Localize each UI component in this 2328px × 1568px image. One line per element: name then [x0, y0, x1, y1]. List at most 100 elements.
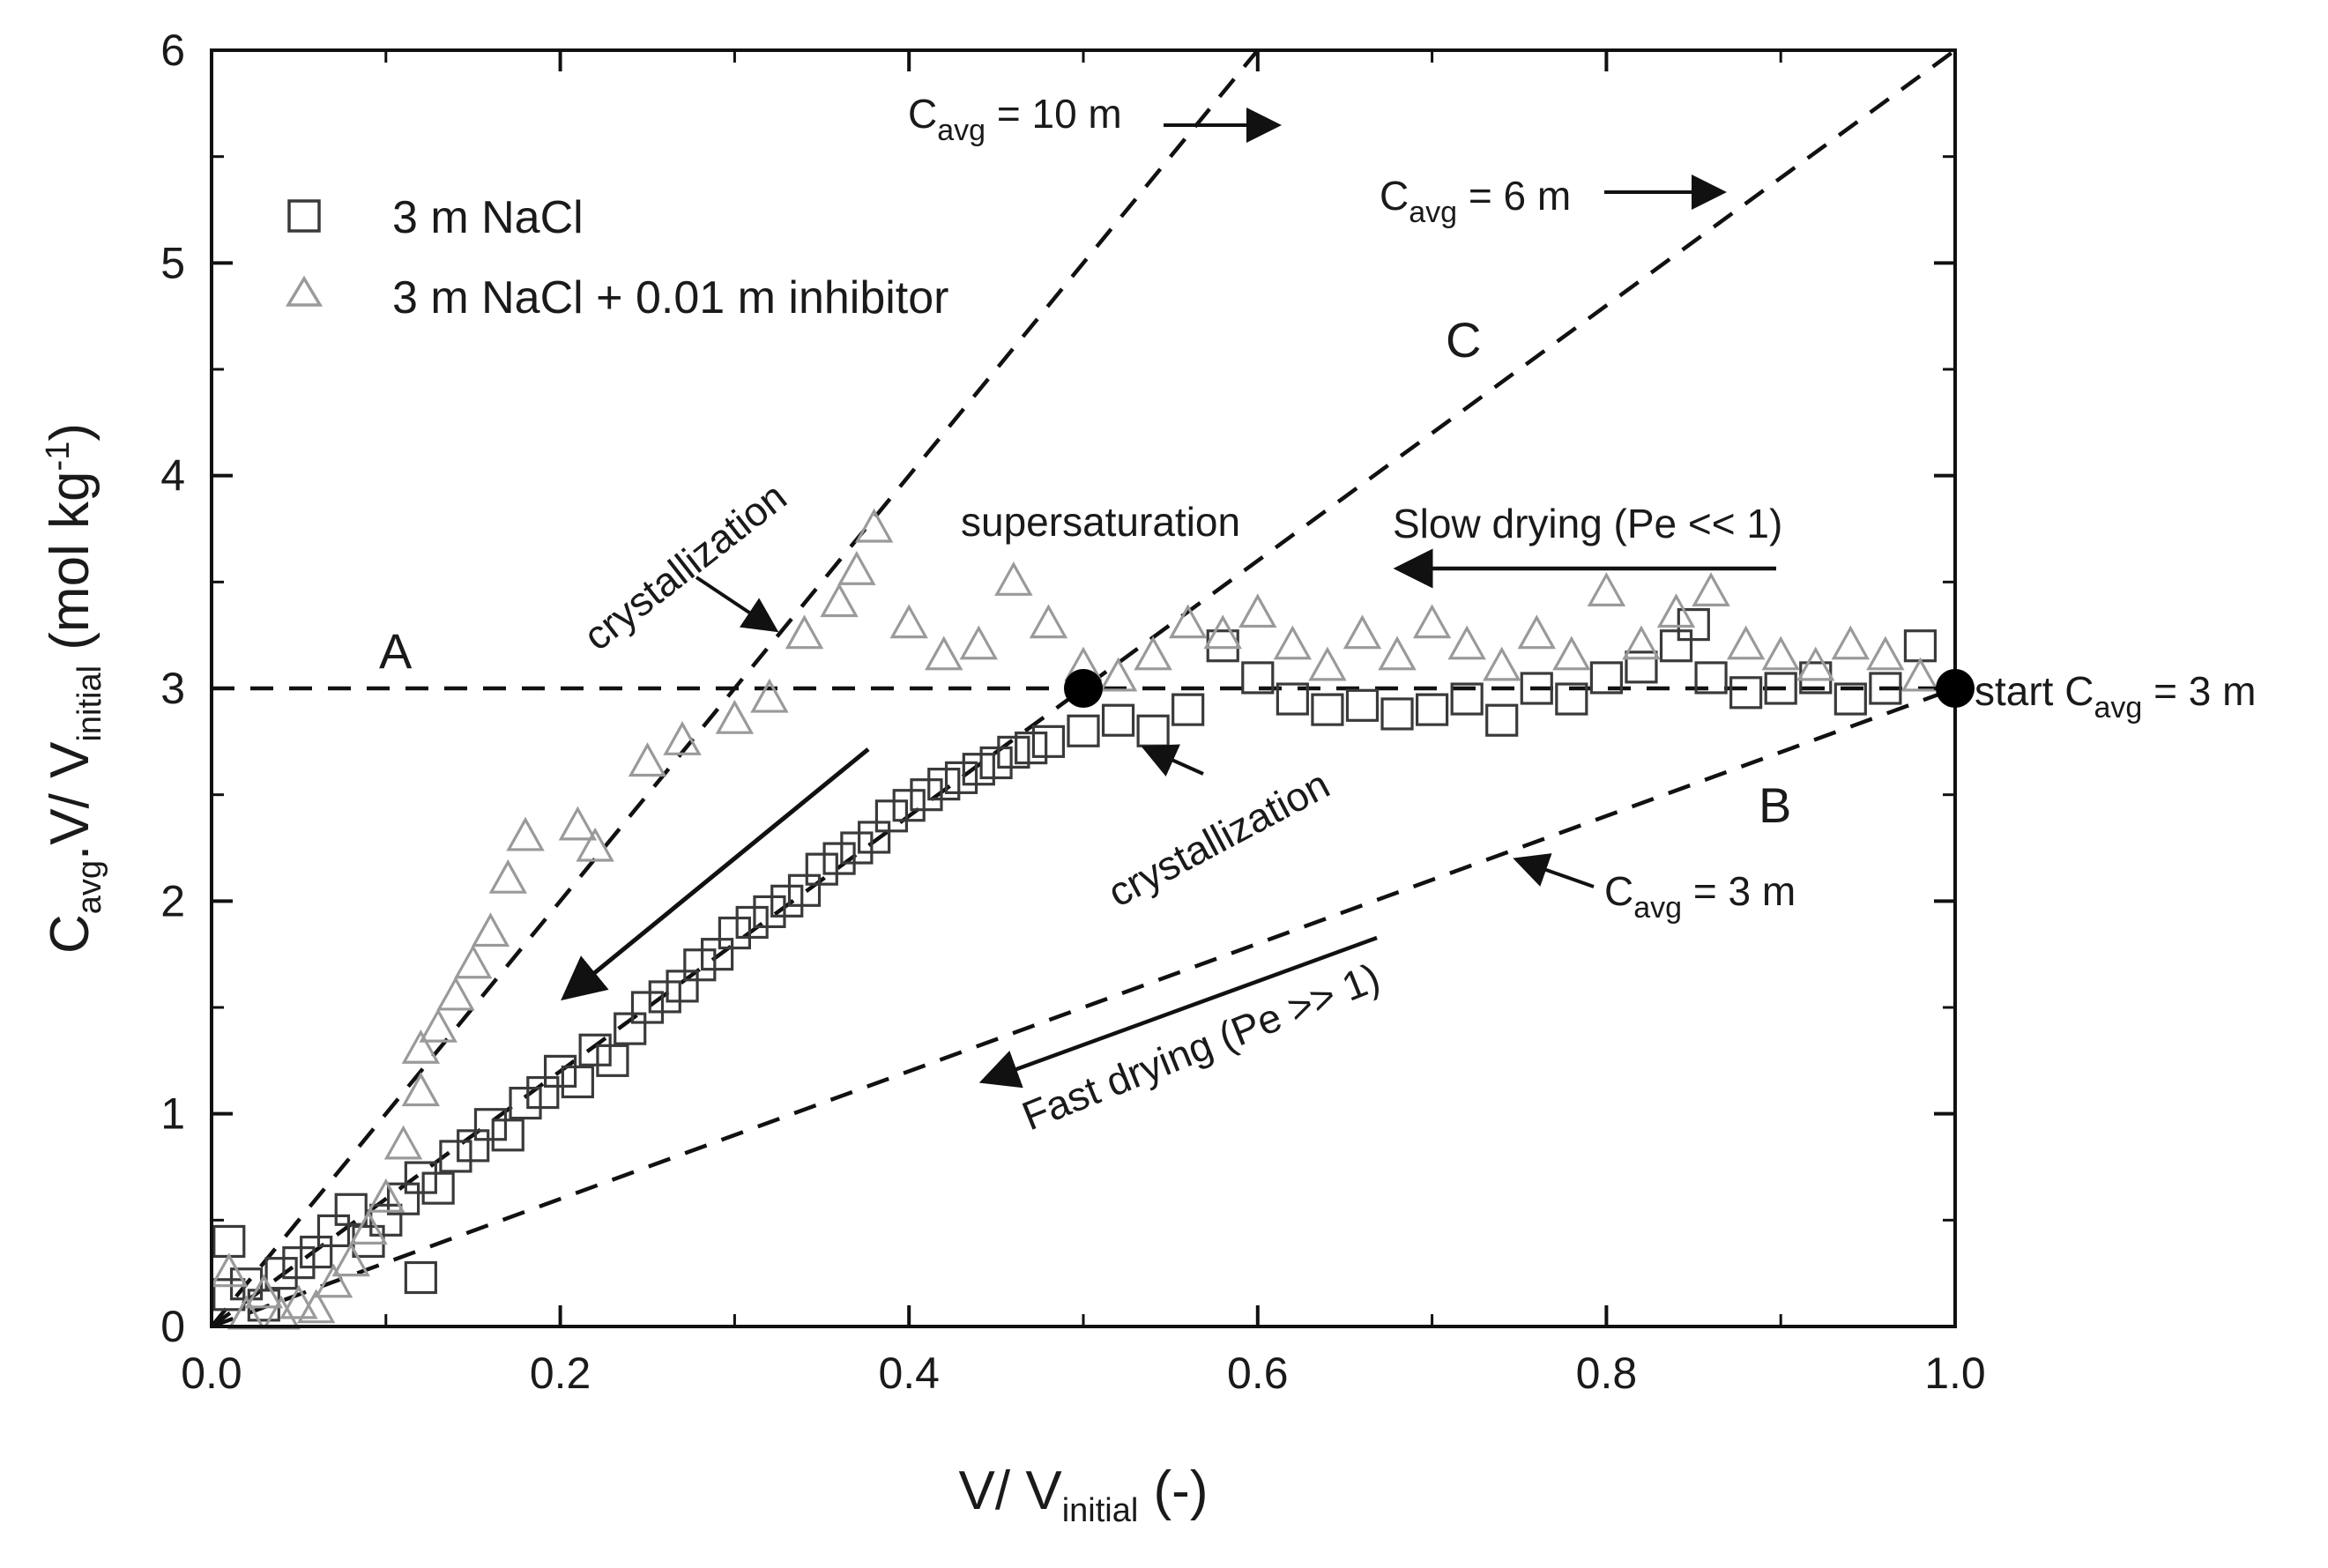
data-point-triangle	[1761, 635, 1800, 671]
fast-drying-arrow	[978, 935, 1378, 1089]
data-point-square	[944, 761, 978, 794]
data-point-square	[369, 1203, 403, 1237]
data-point-triangle	[1273, 625, 1313, 660]
data-point-triangle	[349, 1210, 388, 1245]
reference-line-c	[210, 48, 1957, 1328]
data-point-triangle	[925, 635, 963, 671]
data-point-square	[1241, 661, 1275, 695]
data-point-triangle	[1831, 625, 1871, 660]
data-point-triangle	[663, 721, 702, 755]
data-point-square	[805, 852, 838, 886]
data-point-square	[787, 873, 822, 907]
marked-points	[1064, 669, 1975, 708]
y-tick-label: 3	[160, 664, 185, 713]
y-tick-label: 6	[160, 26, 185, 75]
crystallization-label-lower: crystallization	[1100, 761, 1336, 916]
data-point-square	[822, 842, 856, 875]
data-point-square	[1903, 629, 1938, 663]
data-point-triangle	[1796, 646, 1835, 681]
data-point-square	[1625, 650, 1658, 684]
data-point-square	[526, 1075, 560, 1110]
data-point-square	[1415, 693, 1449, 726]
data-point-square	[1015, 731, 1048, 765]
label-a: A	[379, 623, 413, 679]
data-point-triangle	[262, 1295, 301, 1330]
data-point-triangle	[1726, 625, 1766, 660]
data-point-triangle	[1134, 635, 1172, 671]
data-point-square	[735, 905, 769, 940]
decay-arrow	[561, 747, 870, 1001]
data-point-square	[282, 1245, 316, 1280]
data-point-square	[264, 1257, 298, 1290]
data-point-triangle	[1447, 625, 1486, 660]
data-point-triangle	[1900, 657, 1940, 692]
data-point-triangle	[1482, 646, 1521, 681]
data-point-triangle	[1168, 604, 1208, 639]
data-point-square	[1311, 693, 1344, 726]
y-tick-label: 2	[160, 876, 185, 925]
data-point-triangle	[367, 1178, 405, 1213]
data-point-triangle	[279, 1284, 318, 1319]
data-point-triangle	[628, 742, 667, 777]
data-point-square	[858, 821, 891, 854]
data-point-triangle	[715, 699, 755, 734]
data-point-triangle	[1587, 572, 1626, 607]
data-point-square	[718, 916, 752, 950]
data-point-triangle	[1029, 604, 1068, 639]
data-point-square	[1136, 714, 1170, 747]
fast-drying-label: Fast drying (Pe >> 1)	[1015, 954, 1386, 1139]
data-point-triangle	[314, 1263, 353, 1298]
cavg-3-label: Cavg = 3 m	[1604, 868, 1796, 925]
marked-point	[1936, 669, 1975, 708]
data-point-square	[1031, 725, 1066, 758]
x-axis-title: V/ Vinitial (-)	[959, 1460, 1209, 1529]
data-point-triangle	[453, 944, 493, 979]
x-tick-label: 0.6	[1227, 1349, 1289, 1398]
data-point-square	[1380, 697, 1414, 731]
data-point-square	[596, 1044, 629, 1077]
x-tick-label: 0.4	[878, 1349, 940, 1398]
x-tick-label: 0.8	[1576, 1349, 1638, 1398]
legend-label-series-1: 3 m NaCl	[392, 192, 584, 243]
data-point-square	[1171, 693, 1205, 726]
data-point-square	[1869, 672, 1902, 705]
data-point-square	[439, 1140, 472, 1173]
data-point-triangle	[506, 816, 545, 851]
data-point-square	[1101, 703, 1135, 737]
data-point-square	[840, 831, 874, 865]
crystallization-arrow-upper	[695, 576, 779, 633]
cavg-10-label: Cavg = 10 m	[908, 91, 1122, 147]
data-point-square	[509, 1086, 542, 1120]
data-point-square	[614, 1012, 647, 1045]
data-point-square	[473, 1108, 508, 1141]
slow-drying-label: Slow drying (Pe << 1)	[1393, 501, 1782, 546]
x-tick-label: 0.2	[530, 1349, 591, 1398]
data-point-square	[316, 1214, 351, 1248]
data-point-triangle	[1308, 646, 1347, 681]
data-point-square	[979, 746, 1013, 780]
data-point-square	[1345, 688, 1380, 722]
data-point-square	[927, 767, 961, 801]
data-point-triangle	[1866, 635, 1905, 671]
data-point-square	[386, 1182, 420, 1215]
series-3m-nacl	[212, 607, 1938, 1322]
data-point-triangle	[471, 912, 510, 947]
data-point-triangle	[1412, 604, 1452, 639]
data-point-square	[300, 1235, 333, 1269]
crystallization-label-upper: crystallization	[575, 473, 795, 659]
data-point-triangle	[889, 604, 928, 639]
data-point-square	[404, 1260, 437, 1295]
data-point-square	[212, 1224, 246, 1259]
data-point-triangle	[1378, 635, 1417, 671]
data-point-square	[1729, 676, 1763, 710]
data-point-square	[421, 1171, 455, 1205]
reference-line-steep	[210, 48, 1260, 1328]
data-point-triangle	[436, 976, 475, 1011]
data-point-square	[892, 789, 926, 822]
legend-triangle-marker	[285, 275, 324, 307]
start-label: start Cavg = 3 m	[1975, 668, 2256, 725]
data-point-triangle	[383, 1125, 423, 1160]
data-point-square	[1833, 682, 1867, 716]
data-point-square	[770, 884, 804, 918]
